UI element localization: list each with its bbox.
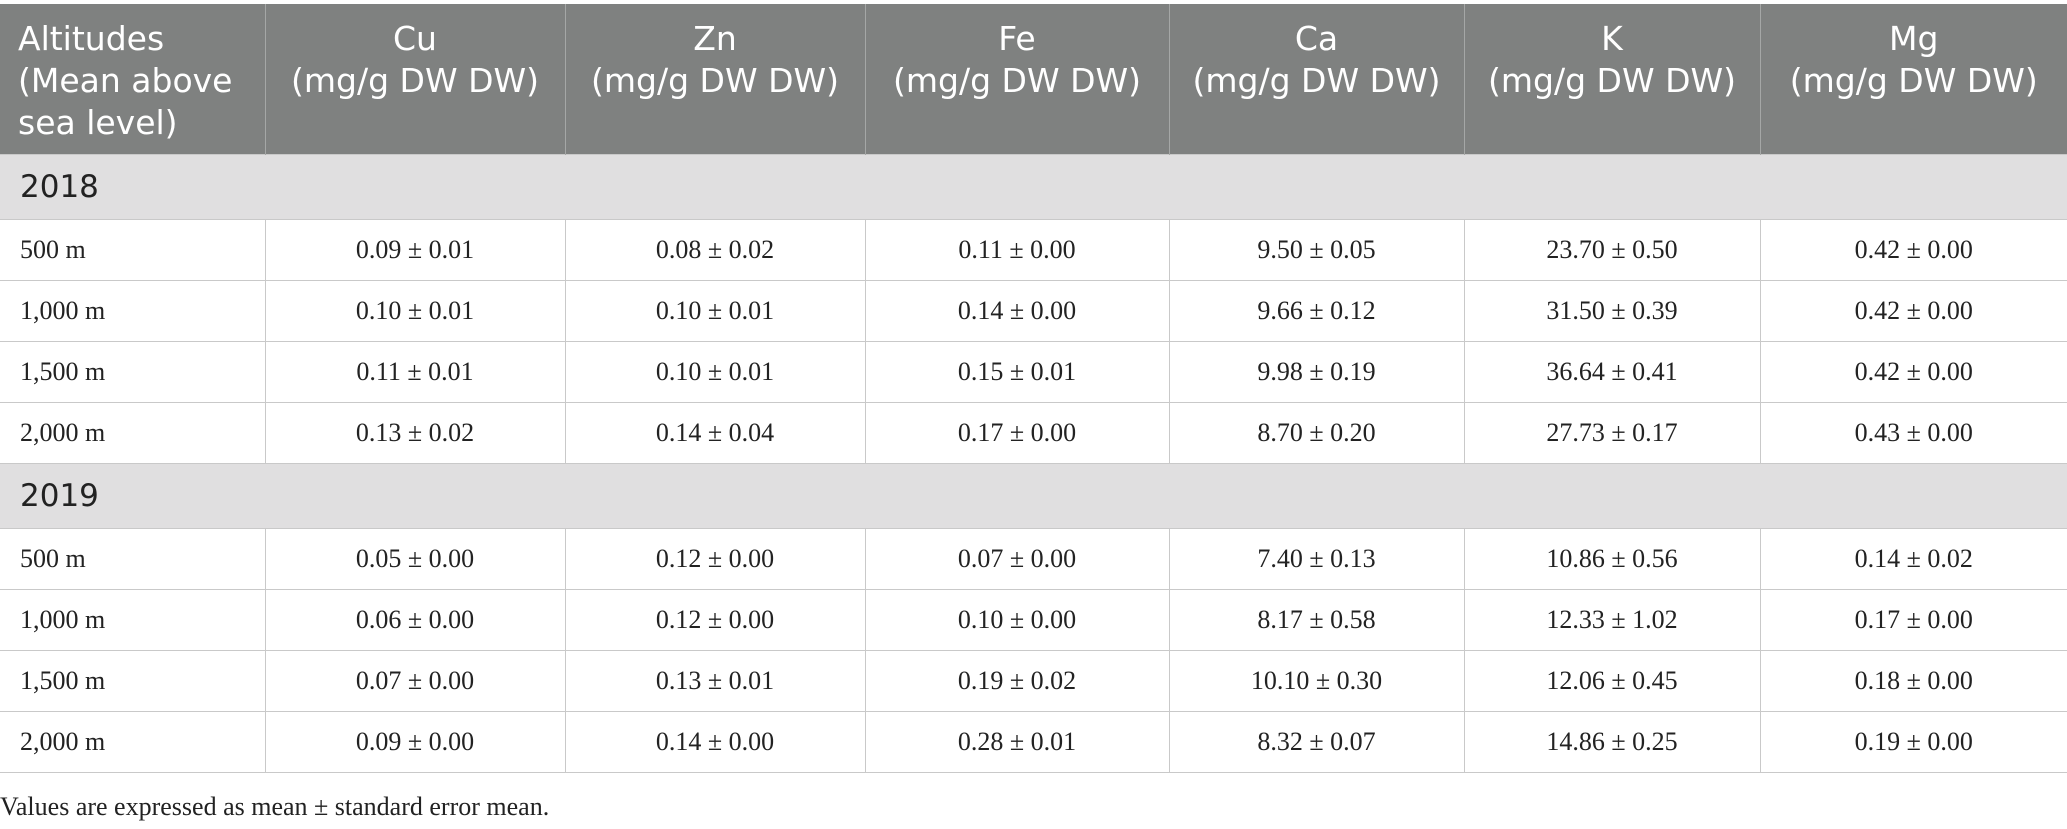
fe-cell: 0.28 ± 0.01: [864, 710, 1170, 773]
mg-cell: 0.42 ± 0.00: [1759, 340, 2067, 403]
zn-cell: 0.08 ± 0.02: [564, 218, 866, 281]
k-cell: 31.50 ± 0.39: [1463, 279, 1761, 342]
mg-cell: 0.17 ± 0.00: [1759, 588, 2067, 651]
header-mg: Mg (mg/g DW DW): [1759, 4, 2067, 154]
table-row: 2,000 m 0.09 ± 0.00 0.14 ± 0.00 0.28 ± 0…: [0, 710, 2067, 773]
ca-cell: 7.40 ± 0.13: [1168, 527, 1465, 590]
header-fe: Fe (mg/g DW DW): [864, 4, 1169, 154]
header-line: (Mean above: [18, 61, 233, 100]
ca-cell: 9.98 ± 0.19: [1168, 340, 1465, 403]
fe-cell: 0.17 ± 0.00: [864, 401, 1170, 464]
zn-cell: 0.10 ± 0.01: [564, 279, 866, 342]
k-cell: 12.06 ± 0.45: [1463, 649, 1761, 712]
ca-cell: 9.50 ± 0.05: [1168, 218, 1465, 281]
k-cell: 10.86 ± 0.56: [1463, 527, 1761, 590]
fe-cell: 0.11 ± 0.00: [864, 218, 1170, 281]
altitude-cell: 1,500 m: [0, 340, 266, 403]
cu-cell: 0.06 ± 0.00: [264, 588, 566, 651]
header-line: Mg: [1889, 19, 1939, 58]
fe-cell: 0.10 ± 0.00: [864, 588, 1170, 651]
table-row: 1,500 m 0.11 ± 0.01 0.10 ± 0.01 0.15 ± 0…: [0, 340, 2067, 403]
zn-cell: 0.12 ± 0.00: [564, 588, 866, 651]
header-line: Ca: [1294, 19, 1339, 58]
section-year: 2019: [0, 462, 2067, 529]
cu-cell: 0.05 ± 0.00: [264, 527, 566, 590]
zn-cell: 0.14 ± 0.04: [564, 401, 866, 464]
altitude-cell: 500 m: [0, 527, 266, 590]
k-cell: 36.64 ± 0.41: [1463, 340, 1761, 403]
header-ca: Ca (mg/g DW DW): [1168, 4, 1464, 154]
header-altitudes: Altitudes (Mean above sea level): [0, 4, 265, 154]
header-line: Zn: [693, 19, 737, 58]
k-cell: 23.70 ± 0.50: [1463, 218, 1761, 281]
ca-cell: 8.70 ± 0.20: [1168, 401, 1465, 464]
section-year: 2018: [0, 153, 2067, 220]
altitude-cell: 2,000 m: [0, 401, 266, 464]
table-body: 2018 500 m 0.09 ± 0.01 0.08 ± 0.02 0.11 …: [0, 153, 2067, 773]
zn-cell: 0.13 ± 0.01: [564, 649, 866, 712]
zn-cell: 0.12 ± 0.00: [564, 527, 866, 590]
altitude-cell: 1,000 m: [0, 279, 266, 342]
fe-cell: 0.15 ± 0.01: [864, 340, 1170, 403]
ca-cell: 8.32 ± 0.07: [1168, 710, 1465, 773]
mg-cell: 0.43 ± 0.00: [1759, 401, 2067, 464]
header-line: Cu: [393, 19, 437, 58]
table-footnote: Values are expressed as mean ± standard …: [0, 792, 550, 821]
header-line: (mg/g DW DW): [1488, 61, 1736, 100]
cu-cell: 0.13 ± 0.02: [264, 401, 566, 464]
mg-cell: 0.19 ± 0.00: [1759, 710, 2067, 773]
ca-cell: 8.17 ± 0.58: [1168, 588, 1465, 651]
header-k: K (mg/g DW DW): [1463, 4, 1760, 154]
mg-cell: 0.18 ± 0.00: [1759, 649, 2067, 712]
altitude-cell: 500 m: [0, 218, 266, 281]
cu-cell: 0.09 ± 0.01: [264, 218, 566, 281]
fe-cell: 0.14 ± 0.00: [864, 279, 1170, 342]
header-line: K: [1601, 19, 1623, 58]
header-line: (mg/g DW DW): [1192, 61, 1441, 100]
header-line: (mg/g DW DW): [1789, 61, 2038, 100]
header-line: (mg/g DW DW): [893, 61, 1141, 100]
header-zn: Zn (mg/g DW DW): [564, 4, 865, 154]
fe-cell: 0.19 ± 0.02: [864, 649, 1170, 712]
cu-cell: 0.11 ± 0.01: [264, 340, 566, 403]
header-line: (mg/g DW DW): [591, 61, 839, 100]
table-row: 1,500 m 0.07 ± 0.00 0.13 ± 0.01 0.19 ± 0…: [0, 649, 2067, 712]
table-header: Altitudes (Mean above sea level) Cu (mg/…: [0, 4, 2067, 154]
k-cell: 14.86 ± 0.25: [1463, 710, 1761, 773]
mineral-content-table: Altitudes (Mean above sea level) Cu (mg/…: [0, 4, 2067, 773]
header-line: Altitudes: [18, 19, 165, 58]
mg-cell: 0.42 ± 0.00: [1759, 279, 2067, 342]
mg-cell: 0.14 ± 0.02: [1759, 527, 2067, 590]
ca-cell: 9.66 ± 0.12: [1168, 279, 1465, 342]
table-row: 500 m 0.05 ± 0.00 0.12 ± 0.00 0.07 ± 0.0…: [0, 527, 2067, 590]
zn-cell: 0.10 ± 0.01: [564, 340, 866, 403]
ca-cell: 10.10 ± 0.30: [1168, 649, 1465, 712]
header-line: Fe: [998, 19, 1036, 58]
header-line: sea level): [18, 103, 178, 142]
altitude-cell: 1,500 m: [0, 649, 266, 712]
mg-cell: 0.42 ± 0.00: [1759, 218, 2067, 281]
table-row: 1,000 m 0.10 ± 0.01 0.10 ± 0.01 0.14 ± 0…: [0, 279, 2067, 342]
cu-cell: 0.10 ± 0.01: [264, 279, 566, 342]
header-line: (mg/g DW DW): [291, 61, 539, 100]
header-row: Altitudes (Mean above sea level) Cu (mg/…: [0, 4, 2067, 154]
table-row: 500 m 0.09 ± 0.01 0.08 ± 0.02 0.11 ± 0.0…: [0, 218, 2067, 281]
header-cu: Cu (mg/g DW DW): [264, 4, 565, 154]
altitude-cell: 1,000 m: [0, 588, 266, 651]
fe-cell: 0.07 ± 0.00: [864, 527, 1170, 590]
zn-cell: 0.14 ± 0.00: [564, 710, 866, 773]
section-row-2018: 2018: [0, 153, 2067, 220]
k-cell: 12.33 ± 1.02: [1463, 588, 1761, 651]
table-row: 2,000 m 0.13 ± 0.02 0.14 ± 0.04 0.17 ± 0…: [0, 401, 2067, 464]
table-row: 1,000 m 0.06 ± 0.00 0.12 ± 0.00 0.10 ± 0…: [0, 588, 2067, 651]
cu-cell: 0.07 ± 0.00: [264, 649, 566, 712]
cu-cell: 0.09 ± 0.00: [264, 710, 566, 773]
altitude-cell: 2,000 m: [0, 710, 266, 773]
k-cell: 27.73 ± 0.17: [1463, 401, 1761, 464]
section-row-2019: 2019: [0, 462, 2067, 529]
